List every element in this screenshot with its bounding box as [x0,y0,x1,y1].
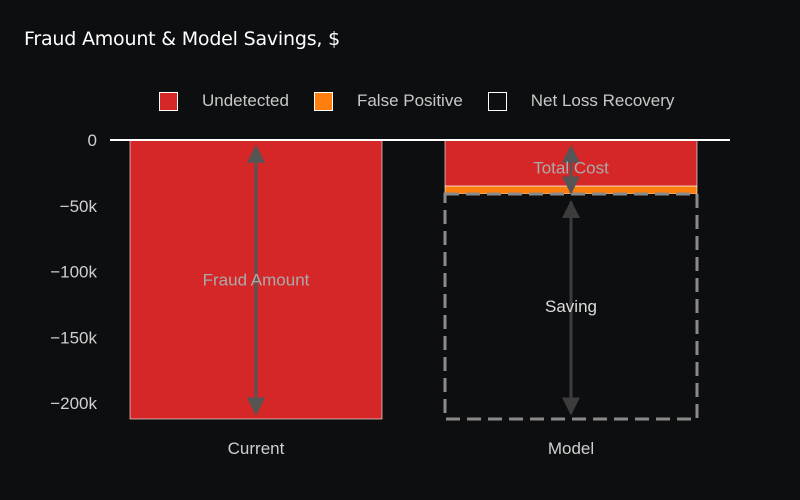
legend: Undetected False Positive Net Loss Recov… [159,91,699,111]
legend-swatch-undetected [159,91,178,111]
legend-item-net-loss-recovery: Net Loss Recovery [487,91,675,111]
y-tick-label: −100k [50,263,97,282]
y-tick-label: 0 [88,131,97,150]
y-tick-label: −50k [60,197,98,216]
annotation-label-saving: Saving [545,297,597,316]
x-tick-label-current: Current [228,439,285,458]
legend-label-false-positive: False Positive [356,91,463,110]
legend-item-false-positive: False Positive [313,91,463,111]
legend-label-net-loss-recovery: Net Loss Recovery [530,91,675,110]
x-tick-label-model: Model [548,439,594,458]
y-tick-label: −200k [50,394,97,413]
legend-item-undetected: Undetected [159,91,289,111]
chart-title: Fraud Amount & Model Savings, $ [24,28,340,50]
annotation-label-fraud-amount: Fraud Amount [203,271,310,290]
annotation-label-total-cost: Total Cost [533,159,609,178]
legend-label-undetected: Undetected [202,91,289,110]
legend-swatch-net-loss-recovery [487,91,507,111]
legend-swatch-false-positive [313,91,333,111]
y-tick-label: −150k [50,328,97,347]
